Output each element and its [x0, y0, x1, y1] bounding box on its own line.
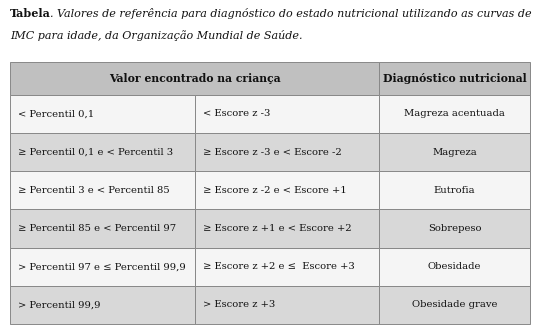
- Text: Obesidade grave: Obesidade grave: [412, 300, 497, 310]
- Text: ≥ Escore z -2 e < Escore +1: ≥ Escore z -2 e < Escore +1: [202, 186, 346, 195]
- Bar: [379, 248, 530, 286]
- Text: Diagnóstico nutricional: Diagnóstico nutricional: [383, 73, 526, 84]
- Bar: [379, 62, 530, 95]
- Text: Obesidade: Obesidade: [428, 262, 481, 271]
- Text: ≥ Percentil 0,1 e < Percentil 3: ≥ Percentil 0,1 e < Percentil 3: [18, 148, 173, 156]
- Bar: [10, 133, 194, 171]
- Bar: [379, 95, 530, 133]
- Text: IMC para idade, da Organização Mundial de Saúde.: IMC para idade, da Organização Mundial d…: [10, 30, 302, 41]
- Bar: [194, 209, 379, 248]
- Bar: [10, 95, 194, 133]
- Bar: [10, 286, 194, 324]
- Text: > Escore z +3: > Escore z +3: [202, 300, 275, 310]
- Text: ≥ Escore z -3 e < Escore -2: ≥ Escore z -3 e < Escore -2: [202, 148, 341, 156]
- Bar: [379, 171, 530, 209]
- Bar: [194, 171, 379, 209]
- Text: ≥ Percentil 85 e < Percentil 97: ≥ Percentil 85 e < Percentil 97: [18, 224, 176, 233]
- Bar: [10, 209, 194, 248]
- Bar: [379, 209, 530, 248]
- Bar: [379, 133, 530, 171]
- Bar: [10, 171, 194, 209]
- Text: ≥ Escore z +1 e < Escore +2: ≥ Escore z +1 e < Escore +2: [202, 224, 351, 233]
- Text: ≥ Escore z +2 e ≤  Escore +3: ≥ Escore z +2 e ≤ Escore +3: [202, 262, 354, 271]
- Text: < Percentil 0,1: < Percentil 0,1: [18, 109, 94, 118]
- Text: Magreza: Magreza: [432, 148, 477, 156]
- Text: Magreza acentuada: Magreza acentuada: [404, 109, 505, 118]
- Bar: [194, 286, 379, 324]
- Bar: [194, 248, 379, 286]
- Text: Tabela: Tabela: [10, 8, 51, 19]
- Text: > Percentil 99,9: > Percentil 99,9: [18, 300, 100, 310]
- Bar: [10, 62, 379, 95]
- Bar: [379, 286, 530, 324]
- Text: < Escore z -3: < Escore z -3: [202, 109, 270, 118]
- Bar: [10, 248, 194, 286]
- Bar: [194, 133, 379, 171]
- Text: . Valores de referência para diagnóstico do estado nutricional utilizando as cur: . Valores de referência para diagnóstico…: [50, 8, 531, 19]
- Text: Eutrofia: Eutrofia: [434, 186, 475, 195]
- Text: Sobrepeso: Sobrepeso: [428, 224, 481, 233]
- Text: > Percentil 97 e ≤ Percentil 99,9: > Percentil 97 e ≤ Percentil 99,9: [18, 262, 186, 271]
- Bar: [194, 95, 379, 133]
- Text: ≥ Percentil 3 e < Percentil 85: ≥ Percentil 3 e < Percentil 85: [18, 186, 170, 195]
- Text: Valor encontrado na criança: Valor encontrado na criança: [109, 73, 280, 84]
